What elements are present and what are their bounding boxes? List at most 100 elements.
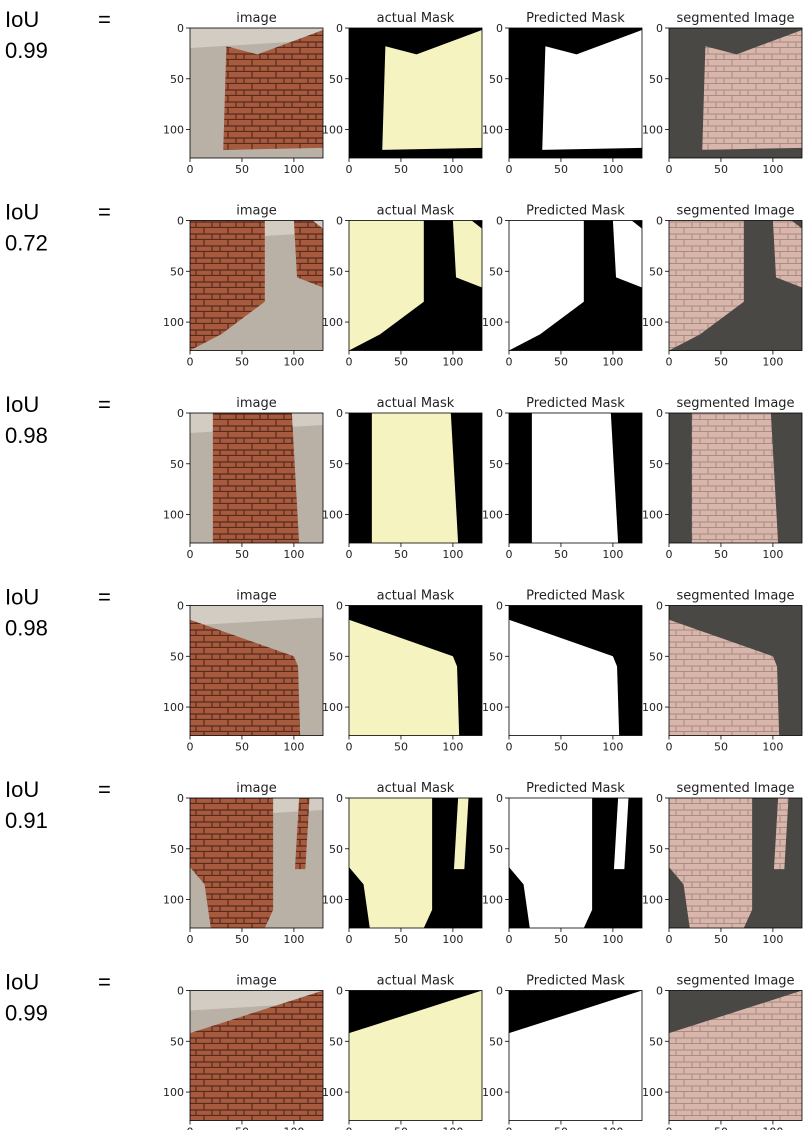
x-tick-label: 50 — [714, 163, 728, 176]
x-tick-label: 50 — [235, 741, 249, 754]
y-tick-label: 100 — [482, 894, 503, 907]
panel-title: actual Mask — [377, 204, 455, 219]
panel-title: image — [236, 11, 277, 26]
y-tick-label: 0 — [656, 22, 663, 35]
equals-sign: = — [98, 777, 111, 802]
panel: segmented Image050100050100 — [642, 781, 802, 946]
x-tick-label: 50 — [394, 741, 408, 754]
panel-image — [190, 413, 323, 543]
y-tick-label: 50 — [329, 843, 343, 856]
x-tick-label: 100 — [442, 163, 463, 176]
panel: actual Mask050100050100 — [322, 396, 482, 561]
panel-title: segmented Image — [676, 396, 794, 411]
y-tick-label: 100 — [163, 316, 184, 329]
y-tick-label: 50 — [489, 265, 503, 278]
x-tick-label: 50 — [714, 933, 728, 946]
y-tick-label: 0 — [177, 792, 184, 805]
panel-title: segmented Image — [676, 781, 794, 796]
y-tick-label: 0 — [656, 215, 663, 228]
panel: actual Mask050100050100 — [322, 974, 482, 1130]
x-tick-label: 100 — [442, 548, 463, 561]
y-tick-label: 0 — [177, 985, 184, 998]
metric-label: IoU — [5, 777, 39, 802]
y-tick-label: 0 — [336, 600, 343, 613]
x-tick-label: 0 — [666, 356, 673, 369]
y-tick-label: 0 — [177, 22, 184, 35]
panel-title: actual Mask — [377, 781, 455, 796]
panel-image — [190, 28, 323, 158]
y-tick-label: 100 — [642, 124, 663, 137]
x-tick-label: 50 — [235, 356, 249, 369]
panel-title: actual Mask — [377, 589, 455, 604]
y-tick-label: 50 — [489, 843, 503, 856]
y-tick-label: 0 — [496, 407, 503, 420]
equals-sign: = — [98, 7, 111, 32]
y-tick-label: 100 — [322, 701, 343, 714]
x-tick-label: 0 — [666, 741, 673, 754]
panel-title: segmented Image — [676, 589, 794, 604]
wall-region — [773, 221, 802, 288]
y-tick-label: 0 — [656, 792, 663, 805]
x-tick-label: 100 — [762, 741, 783, 754]
y-tick-label: 50 — [489, 458, 503, 471]
panel-title: image — [236, 396, 277, 411]
x-tick-label: 0 — [346, 356, 353, 369]
y-tick-label: 50 — [649, 73, 663, 86]
x-tick-label: 50 — [554, 356, 568, 369]
x-tick-label: 50 — [714, 1126, 728, 1130]
y-tick-label: 0 — [177, 600, 184, 613]
panel: actual Mask050100050100 — [322, 204, 482, 369]
panel-image — [509, 413, 642, 543]
x-tick-label: 0 — [666, 1126, 673, 1130]
panel-title: actual Mask — [377, 974, 455, 989]
panel-image — [190, 991, 323, 1121]
x-tick-label: 100 — [602, 933, 623, 946]
x-tick-label: 0 — [506, 741, 513, 754]
panel-title: segmented Image — [676, 204, 794, 219]
panel: segmented Image050100050100 — [642, 974, 802, 1130]
panel-image — [349, 606, 482, 736]
y-tick-label: 100 — [163, 894, 184, 907]
x-tick-label: 50 — [394, 548, 408, 561]
panel: actual Mask050100050100 — [322, 589, 482, 754]
y-tick-label: 0 — [496, 600, 503, 613]
y-tick-label: 100 — [642, 316, 663, 329]
x-tick-label: 50 — [554, 741, 568, 754]
panel: image050100050100 — [163, 781, 323, 946]
panel: Predicted Mask050100050100 — [482, 974, 642, 1130]
panel-image — [190, 221, 323, 351]
y-tick-label: 50 — [329, 1035, 343, 1048]
x-tick-label: 0 — [187, 741, 194, 754]
wall-region — [294, 221, 323, 288]
x-tick-label: 100 — [762, 933, 783, 946]
x-tick-label: 100 — [283, 356, 304, 369]
x-tick-label: 100 — [762, 163, 783, 176]
x-tick-label: 0 — [506, 548, 513, 561]
panel: image050100050100 — [163, 396, 323, 561]
panel-image — [349, 221, 482, 351]
y-tick-label: 50 — [489, 650, 503, 663]
y-tick-label: 100 — [642, 509, 663, 522]
y-tick-label: 50 — [170, 73, 184, 86]
equals-sign: = — [98, 585, 111, 610]
x-tick-label: 50 — [714, 356, 728, 369]
panel-image — [509, 991, 642, 1121]
y-tick-label: 50 — [170, 458, 184, 471]
panel-image — [349, 991, 482, 1121]
x-tick-label: 100 — [442, 741, 463, 754]
panel-title: segmented Image — [676, 974, 794, 989]
y-tick-label: 100 — [482, 701, 503, 714]
y-tick-label: 100 — [482, 509, 503, 522]
panel-title: Predicted Mask — [526, 396, 625, 411]
equals-sign: = — [98, 392, 111, 417]
x-tick-label: 0 — [506, 933, 513, 946]
panel-image — [669, 991, 802, 1121]
y-tick-label: 50 — [170, 843, 184, 856]
x-tick-label: 50 — [235, 163, 249, 176]
metric-value: 0.99 — [5, 38, 48, 63]
panel-title: Predicted Mask — [526, 781, 625, 796]
x-tick-label: 0 — [506, 1126, 513, 1130]
